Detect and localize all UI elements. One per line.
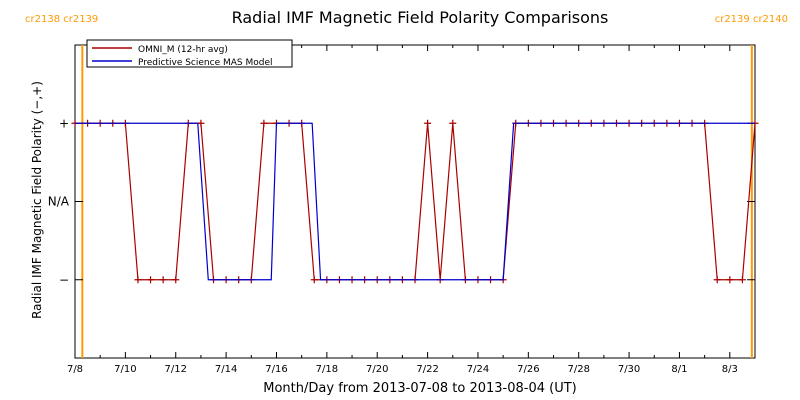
x-tick-label: 7/28 — [567, 364, 589, 375]
x-tick-label: 8/1 — [671, 364, 687, 375]
x-tick-label: 7/10 — [114, 364, 136, 375]
model-series-line — [75, 122, 755, 281]
x-tick-label: 8/3 — [722, 364, 738, 375]
x-tick-label: 7/12 — [165, 364, 187, 375]
legend: OMNI_M (12-hr avg) Predictive Science MAS… — [86, 39, 293, 68]
omni-data-point — [726, 276, 734, 284]
legend-box — [86, 39, 293, 68]
x-tick-label: 7/30 — [618, 364, 640, 375]
omni-data-point — [713, 276, 721, 284]
y-ticks: − N/A + — [48, 116, 755, 287]
series-group — [71, 119, 759, 284]
x-tick-label: 7/26 — [517, 364, 539, 375]
chart-title: Radial IMF Magnetic Field Polarity Compa… — [232, 8, 609, 27]
legend-label: OMNI_M (12-hr avg) — [138, 45, 228, 55]
y-axis-label: Radial IMF Magnetic Field Polarity (−,+) — [30, 81, 44, 319]
x-tick-label: 7/22 — [416, 364, 438, 375]
x-tick-label: 7/24 — [467, 364, 489, 375]
omni-data-point — [172, 276, 180, 284]
legend-label: Predictive Science MAS Model — [138, 58, 273, 68]
omni-data-point — [159, 276, 167, 284]
x-tick-label: 7/14 — [215, 364, 237, 375]
y-tick-label: − — [59, 273, 69, 287]
omni-data-point — [738, 276, 746, 284]
omni-data-point — [134, 276, 142, 284]
plot-frame — [74, 44, 756, 359]
omni-series-line — [75, 122, 756, 281]
omni-data-point — [424, 119, 432, 127]
x-axis-label: Month/Day from 2013-07-08 to 2013-08-04 … — [263, 381, 576, 396]
x-tick-label: 7/16 — [265, 364, 287, 375]
x-tick-label: 7/20 — [366, 364, 388, 375]
carrington-label: cr2138 cr2139 — [25, 14, 98, 25]
omni-data-point — [197, 119, 205, 127]
x-tick-label: 7/18 — [316, 364, 338, 375]
carrington-label: cr2139 cr2140 — [715, 14, 788, 25]
y-tick-label: + — [59, 116, 69, 130]
omni-data-point — [147, 276, 155, 284]
omni-data-point — [310, 276, 318, 284]
omni-data-point — [260, 119, 268, 127]
x-tick-label: 7/8 — [67, 364, 83, 375]
omni-data-point — [449, 119, 457, 127]
x-ticks: 7/8 7/10 7/12 7/14 7/16 7/18 7/20 7/22 7/24 7/26 7… — [67, 45, 756, 375]
y-tick-label: N/A — [48, 195, 70, 209]
